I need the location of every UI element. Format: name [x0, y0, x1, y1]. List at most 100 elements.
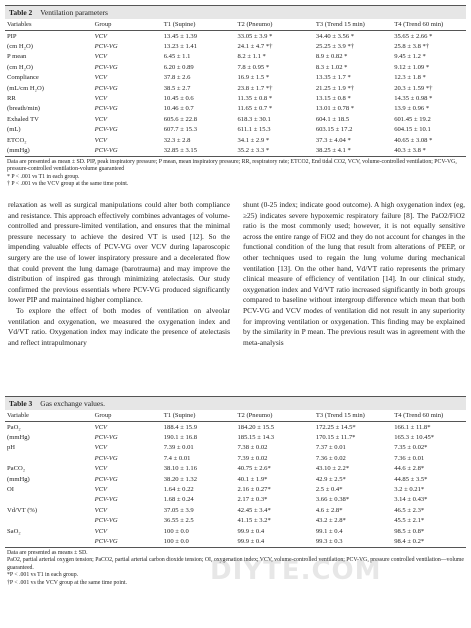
table-cell: 99.3 ± 0.3 — [313, 536, 393, 548]
table-cell: VCV — [94, 95, 108, 103]
paragraph: To explore the effect of both modes of v… — [8, 305, 230, 347]
table-head: Variables Group T1 (Supine) T2 (Pneumo) T3 (… — [5, 19, 466, 31]
table-cell: VCV — [94, 465, 108, 473]
table-cell: 11.35 ± 0.8 * — [237, 95, 273, 103]
table-cell: 9.12 ± 1.09 * — [394, 63, 430, 71]
table-row: OI VCV 1.64 ± 0.22 2.16 ± 0.27* 2.5 ± 0.4* 3.… — [5, 484, 466, 494]
table-cell: PCV-VG — [92, 536, 162, 548]
table-cell: 21.25 ± 1.9 *† — [315, 84, 355, 92]
table-cell: 6.45 ± 1.1 — [163, 53, 191, 61]
table-cell: 38.10 ± 1.16 — [163, 465, 198, 473]
table-cell: 604.1 ± 18.5 — [315, 115, 350, 123]
table-cell: 37.3 ± 4.04 * — [315, 136, 351, 144]
table-cell: 45.5 ± 2.1* — [394, 517, 425, 525]
table-cell: 7.37 ± 0.01 — [315, 444, 346, 452]
text-column: relaxation as well as surgical manipulat… — [8, 200, 230, 348]
table-cell: PaO₂ — [7, 423, 21, 431]
table-row: ETCO₂ VCV 32.3 ± 2.8 34.1 ± 2.9 * 37.3 ± 4.0… — [5, 135, 466, 145]
table-cell: 24.1 ± 4.7 *† — [237, 43, 273, 51]
table-cell: 7.36 ± 0.02 — [315, 454, 346, 462]
table-cell: 34.40 ± 3.56 * — [315, 32, 355, 40]
table-cell: 25.25 ± 3.9 *† — [315, 43, 355, 51]
table-cell: 37.8 ± 2.6 — [163, 74, 191, 82]
table-cell: 184.20 ± 15.5 — [237, 423, 275, 431]
table-cell: 7.35 ± 0.02* — [394, 444, 428, 452]
table-cell: PCV-VG — [94, 517, 118, 525]
table-cell: (mmHg) — [5, 145, 93, 157]
table-cell: 7.39 ± 0.01 — [163, 444, 194, 452]
table-row: P mean VCV 6.45 ± 1.1 8.2 ± 1.1 * 8.9 ± 0.82… — [5, 52, 466, 62]
table-cell: VCV — [94, 486, 108, 494]
table-head: Variable Group T1 (Supine) T2 (Pneumo) T3 (T… — [5, 410, 466, 422]
table-cell: VCV — [94, 527, 108, 535]
table-note: PaO2, partial arterial oxygen tension; P… — [7, 557, 464, 571]
table-cell: 13.35 ± 1.7 * — [315, 74, 351, 82]
table-notes: Data are presented as means ± SD. PaO2, p… — [5, 548, 466, 590]
table-row: PaO₂ VCV 188.4 ± 15.9 184.20 ± 15.5 172.25 ±… — [5, 422, 466, 433]
table-cell: (cm H₂O) — [7, 43, 33, 51]
column-header: T1 (Supine) — [161, 410, 236, 422]
table-cell — [5, 453, 93, 463]
table-cell: 40.1 ± 1.9* — [237, 475, 268, 483]
table-cell: 13.23 ± 1.41 — [163, 43, 198, 51]
table-cell: 32.85 ± 3.15 — [161, 145, 236, 157]
table-row: RR VCV 10.45 ± 0.6 11.35 ± 0.8 * 13.15 ± 0.8… — [5, 93, 466, 103]
table-cell: (mmHg) — [7, 475, 30, 483]
table-cell: 16.9 ± 1.5 * — [237, 74, 270, 82]
table-note: Data are presented as means ± SD. — [7, 549, 88, 556]
table-cell: 6.20 ± 0.89 — [163, 63, 194, 71]
table-cell: 13.45 ± 1.39 — [163, 32, 198, 40]
table-row: (mmHg) PCV-VG 38.20 ± 1.32 40.1 ± 1.9* 42.9 … — [5, 474, 466, 484]
table-cell: 165.3 ± 10.45* — [394, 434, 435, 442]
table-label: Table 2 — [9, 8, 33, 17]
paragraph: relaxation as well as surgical manipulat… — [8, 200, 230, 305]
watermark: DIYTE.COM — [210, 556, 382, 586]
table-cell: 605.6 ± 22.8 — [163, 115, 198, 123]
table-caption: Table 3 Gas exchange values. — [5, 396, 466, 410]
table-cell: P mean — [7, 53, 27, 61]
table-cell: 38.20 ± 1.32 — [163, 475, 198, 483]
table-cell: 35.2 ± 3.3 * — [235, 145, 314, 157]
column-header: Group — [92, 410, 162, 422]
table-cell: PCV-VG — [94, 475, 118, 483]
table-cell — [5, 516, 93, 526]
table-cell: 13.9 ± 0.96 * — [394, 105, 430, 113]
table-row: PCV-VG 1.68 ± 0.24 2.17 ± 0.3* 3.66 ± 0.38*… — [5, 495, 466, 505]
table-cell: VCV — [94, 74, 108, 82]
table-cell: 8.9 ± 0.82 * — [315, 53, 348, 61]
table-cell: 38.25 ± 4.1 * — [313, 145, 393, 157]
table-cell — [5, 536, 93, 548]
table-cell: 11.65 ± 0.7 * — [237, 105, 273, 113]
table-cell: 40.75 ± 2.6* — [237, 465, 271, 473]
table-cell: 188.4 ± 15.9 — [163, 423, 198, 431]
column-header: T4 (Trend 60 min) — [392, 19, 466, 31]
table-cell: 170.15 ± 11.7* — [315, 434, 356, 442]
table-notes: Data are presented as mean ± SD. PIP, pe… — [5, 157, 466, 191]
table-cell: VCV — [94, 115, 108, 123]
table-cell: 20.3 ± 1.59 *† — [394, 84, 433, 92]
table-cell: 46.5 ± 2.3* — [394, 506, 425, 514]
table-cell: 33.05 ± 3.9 * — [237, 32, 273, 40]
table-cell: 34.1 ± 2.9 * — [237, 136, 270, 144]
table-cell: 4.6 ± 2.8* — [315, 506, 343, 514]
table-body: PIP VCV 13.45 ± 1.39 33.05 ± 3.9 * 34.40 ± 3… — [5, 31, 466, 157]
table-cell: 10.45 ± 0.6 — [163, 95, 194, 103]
table-cell: PCV-VG — [94, 496, 118, 504]
table-row: (cm H₂O) PCV-VG 13.23 ± 1.41 24.1 ± 4.7 *† 2… — [5, 41, 466, 51]
table-cell: (mL) — [7, 126, 21, 134]
table-cell: OI — [7, 486, 14, 494]
table-cell: 185.15 ± 14.3 — [237, 434, 275, 442]
table-note: * P < .001 vs T1 in each group. — [7, 173, 80, 180]
header-row: Variables Group T1 (Supine) T2 (Pneumo) T3 (… — [5, 19, 466, 31]
table-3: Table 3 Gas exchange values. Variable Grou… — [5, 396, 466, 590]
table-cell: PCV-VG — [94, 126, 118, 134]
table-cell: PCV-VG — [94, 454, 118, 462]
table-note: † P < .001 vs the VCV group at the same … — [7, 181, 129, 188]
table-note: Data are presented as mean ± SD. PIP, pe… — [7, 158, 457, 173]
table-row: (mL) PCV-VG 607.7 ± 15.3 611.1 ± 15.3 603.15… — [5, 125, 466, 135]
table-cell: 7.8 ± 0.95 * — [237, 63, 270, 71]
table-cell: 7.36 ± 0.01 — [394, 454, 425, 462]
column-header: T2 (Pneumo) — [235, 19, 314, 31]
table-cell: 13.15 ± 0.8 * — [315, 95, 351, 103]
table-cell: 1.68 ± 0.24 — [163, 496, 194, 504]
